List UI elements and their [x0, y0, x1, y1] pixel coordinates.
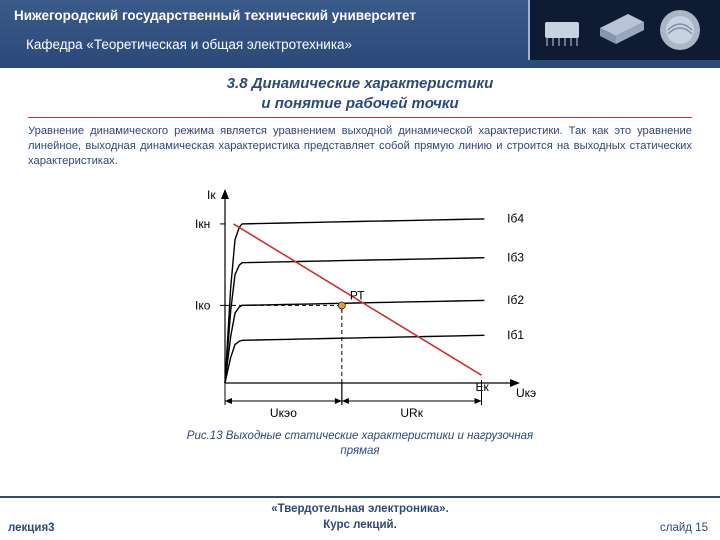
svg-text:РТ: РТ	[350, 289, 365, 303]
course-title-line1: «Твердотельная электроника».	[271, 503, 449, 515]
slide-footer: лекция3 «Твердотельная электроника». Кур…	[0, 496, 720, 540]
section-title-line1: 3.8 Динамические характеристики	[227, 75, 494, 92]
lecture-number: лекция3	[8, 522, 55, 534]
slide-number: слайд 15	[660, 522, 708, 534]
section-title-line2: и понятие рабочей точки	[261, 95, 458, 112]
svg-text:Uкэ: Uкэ	[516, 386, 536, 400]
svg-text:Iкн: Iкн	[195, 217, 210, 231]
svg-text:Iб2: Iб2	[507, 293, 524, 307]
caption-line2: прямая	[340, 445, 379, 457]
caption-line1: Рис.13 Выходные статические характеристи…	[187, 430, 533, 442]
svg-text:Iб1: Iб1	[507, 328, 524, 342]
slide-header: Нижегородский государственный технически…	[0, 0, 720, 66]
slide-content: 3.8 Динамические характеристики и поняти…	[0, 68, 720, 459]
svg-text:Iб4: Iб4	[507, 212, 524, 226]
svg-text:URк: URк	[400, 406, 423, 420]
svg-text:Uкэо: Uкэо	[270, 406, 297, 420]
svg-text:Eк: Eк	[476, 381, 490, 395]
course-title-line2: Курс лекций.	[323, 519, 397, 531]
svg-text:Iко: Iко	[195, 299, 211, 313]
figure-caption: Рис.13 Выходные статические характеристи…	[28, 429, 692, 459]
svg-text:Iб3: Iб3	[507, 251, 524, 265]
svg-text:Iк: Iк	[207, 188, 216, 202]
figure-chart: Iк Uкэ Iб1 Iб2 Iб3 Iб4 Iкн Iко Eк РТ Uкэо URк	[28, 175, 692, 425]
section-title: 3.8 Динамические характеристики и поняти…	[28, 74, 692, 118]
body-paragraph: Уравнение динамического режима является …	[28, 124, 692, 169]
course-title: «Твердотельная электроника». Курс лекций…	[271, 502, 449, 533]
header-graphic	[528, 0, 720, 60]
